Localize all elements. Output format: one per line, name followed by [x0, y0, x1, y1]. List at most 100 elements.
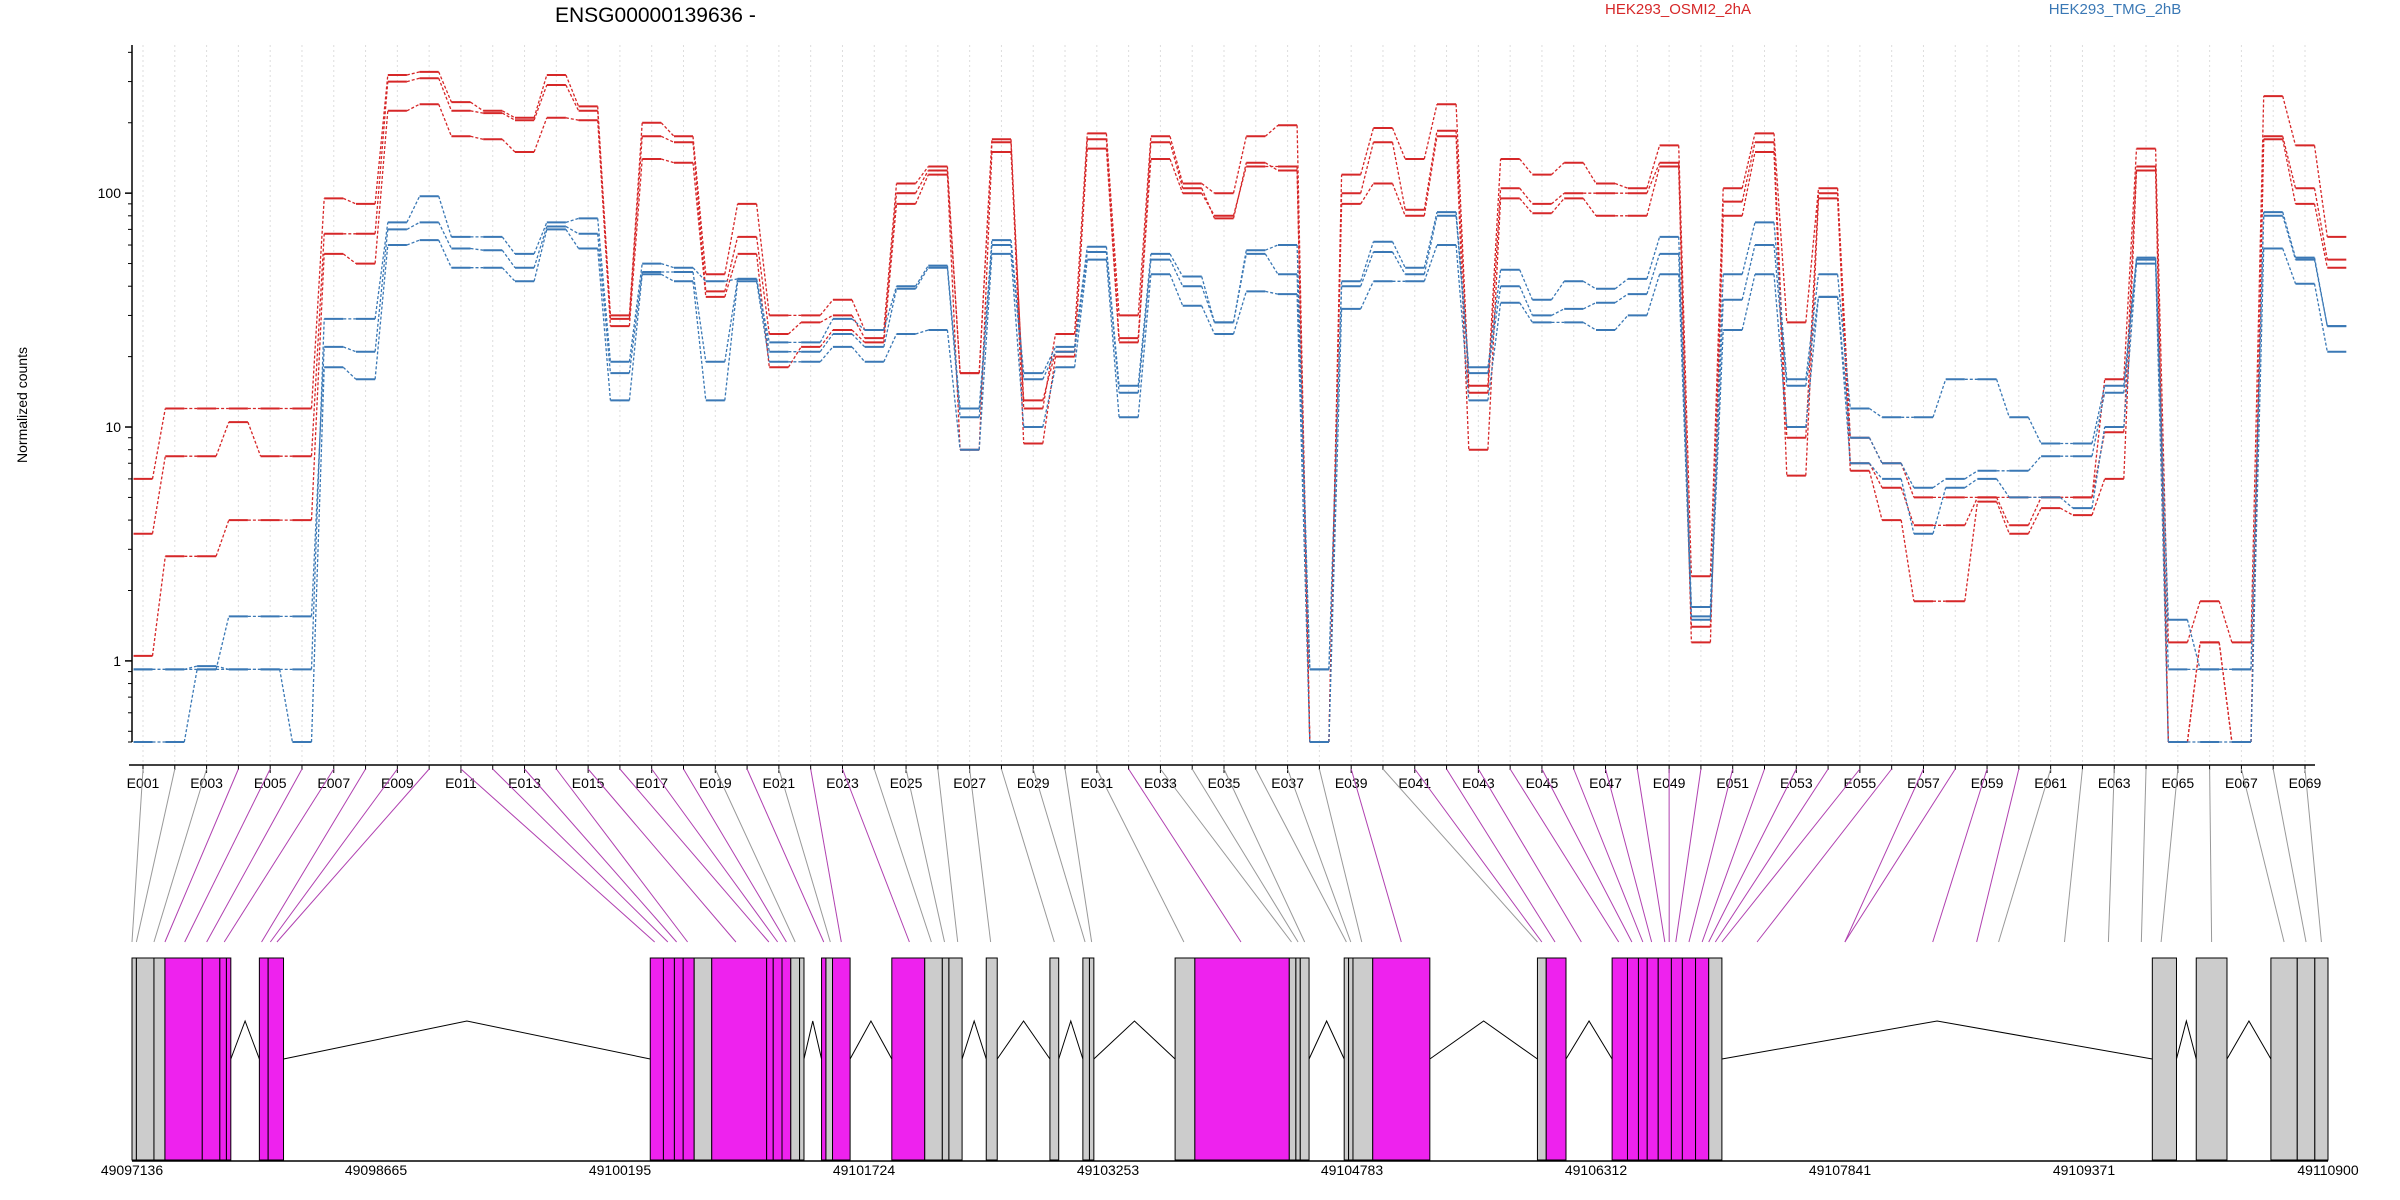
exon-block	[153, 957, 166, 1161]
counted-exon-block	[1657, 957, 1672, 1161]
exon-block	[1295, 957, 1301, 1161]
exon-connector	[1701, 768, 1765, 943]
y-tick-label: 100	[98, 185, 122, 201]
x-tick-label: E045	[1526, 775, 1559, 791]
exon-block	[1088, 957, 1095, 1161]
exon-connector	[1477, 768, 1582, 943]
exon-connector	[1573, 768, 1644, 943]
exon-connector	[2160, 768, 2179, 943]
x-tick-label: E031	[1080, 775, 1113, 791]
counted-exon-block	[673, 957, 684, 1161]
intron-line	[2226, 1020, 2272, 1060]
exon-connector	[1414, 768, 1543, 943]
exon-connector	[1096, 768, 1185, 943]
counted-exon-block	[1545, 957, 1567, 1161]
counted-exon-block	[1611, 957, 1628, 1161]
x-tick-label: E011	[445, 775, 477, 791]
coordinate-label: 49098665	[345, 1162, 408, 1178]
exon-connector	[492, 768, 669, 943]
counted-exon-block	[766, 957, 774, 1161]
counted-exon-block	[1626, 957, 1639, 1161]
exon-block	[825, 957, 834, 1161]
x-tick-label: E067	[2225, 775, 2258, 791]
intron-line	[230, 1019, 260, 1060]
y-tick-label: 1	[113, 653, 121, 669]
exon-connector	[714, 768, 796, 943]
exon-connector	[1714, 768, 1829, 943]
exon-connector	[1160, 768, 1292, 943]
exon-connector	[1255, 768, 1347, 943]
exon-connector	[1032, 768, 1086, 943]
exon-block	[1174, 957, 1196, 1161]
exon-connector	[2140, 768, 2147, 943]
exon-connector	[1976, 768, 2020, 943]
counted-exon-block	[1695, 957, 1710, 1161]
exon-connector	[2209, 768, 2213, 943]
x-tick-label: E019	[699, 775, 732, 791]
exon-connector	[2240, 768, 2285, 943]
intron-line	[2175, 1019, 2197, 1060]
counted-exon-block	[1670, 957, 1683, 1161]
x-tick-label: E017	[635, 775, 668, 791]
exon-connector	[131, 768, 144, 943]
legend-entry: HEK293_TMG_2hB	[2049, 1, 2182, 18]
intron-line	[1721, 1020, 2153, 1060]
x-tick-label: E025	[890, 775, 923, 791]
intron-line	[1093, 1020, 1176, 1060]
x-tick-label: E009	[381, 775, 414, 791]
series-line	[133, 77, 2347, 743]
exon-connector	[1605, 768, 1653, 943]
series-line	[133, 70, 2347, 743]
exon-block	[2195, 957, 2228, 1161]
coordinate-label: 49103253	[1077, 1162, 1140, 1178]
counted-exon-block	[225, 957, 232, 1161]
genomic-coordinate-axis: 49097136 49098665 49100195 49101724 49103253…	[101, 1160, 2359, 1178]
exon-connector	[2063, 768, 2083, 943]
counted-exon-block	[781, 957, 792, 1161]
exon-block	[131, 957, 137, 1161]
exon-connector	[746, 768, 825, 943]
x-tick-label: E039	[1335, 775, 1368, 791]
x-tick-label: E047	[1589, 775, 1622, 791]
intron-line	[1308, 1019, 1345, 1060]
counted-exon-block	[891, 957, 926, 1161]
exon-connector	[1998, 768, 2052, 943]
exon-block	[941, 957, 950, 1161]
counted-exon-block	[1194, 957, 1290, 1161]
exon-connector	[1721, 768, 1861, 943]
exon-block	[693, 957, 713, 1161]
coordinate-label: 49107841	[1809, 1162, 1872, 1178]
coordinate-label: 49097136	[101, 1162, 164, 1178]
exon-connector	[1932, 768, 1988, 943]
series-connector-line	[151, 71, 2328, 743]
counted-exon-block	[258, 957, 269, 1161]
exon-connector	[1708, 768, 1797, 943]
series-connector-line	[152, 229, 2328, 743]
intron-line	[803, 1020, 823, 1060]
exon-connector	[276, 768, 430, 943]
exon-connector	[1509, 768, 1620, 943]
exon-connector	[969, 768, 992, 943]
exon-connector	[555, 768, 688, 943]
exon-connector	[1000, 768, 1055, 943]
intron-line	[996, 1020, 1051, 1060]
exon-connector	[1223, 768, 1306, 943]
exon-connector	[1636, 768, 1666, 943]
counted-exon-block	[662, 957, 675, 1161]
exon-block	[2296, 957, 2316, 1161]
series-line	[133, 214, 2347, 743]
exon-connector	[1287, 768, 1352, 943]
exon-connector	[1128, 768, 1242, 943]
x-tick-label: E057	[1907, 775, 1940, 791]
exon-connector	[135, 768, 176, 943]
coordinate-label: 49104783	[1321, 1162, 1384, 1178]
exon-block	[1299, 957, 1310, 1161]
exon-block	[1708, 957, 1723, 1161]
exon-connector	[1382, 768, 1538, 943]
x-tick-label: E035	[1208, 775, 1241, 791]
x-tick-label: E041	[1398, 775, 1431, 791]
exon-connector	[1191, 768, 1299, 943]
coordinate-label: 49109371	[2053, 1162, 2116, 1178]
exon-connector	[524, 768, 677, 943]
